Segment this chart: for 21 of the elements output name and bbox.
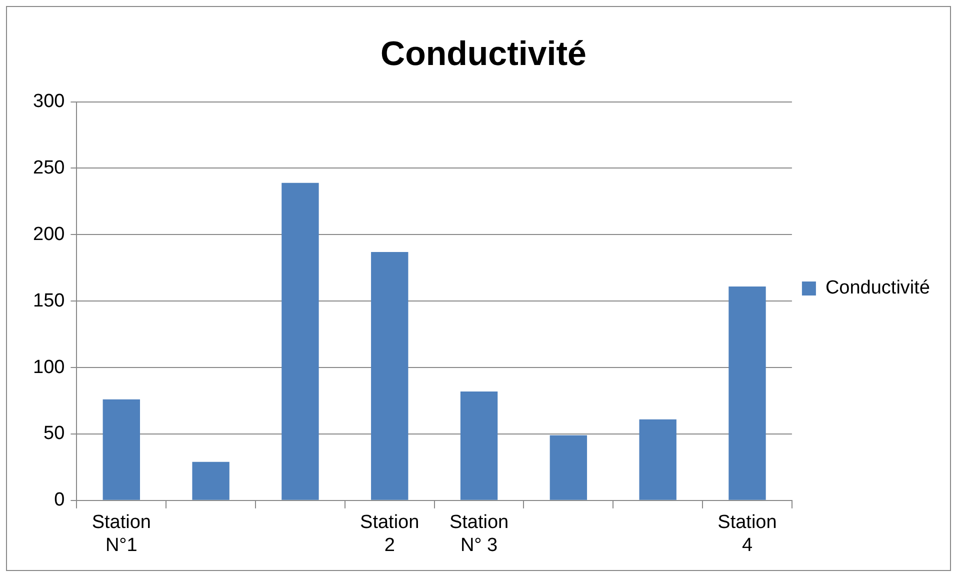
x-tick-label: Station 2 <box>360 512 420 556</box>
chart-title: Conductivité <box>380 34 586 73</box>
bar <box>639 419 676 500</box>
y-tick-label: 250 <box>33 157 65 178</box>
y-tick-label: 50 <box>44 423 65 444</box>
bar <box>282 182 319 500</box>
y-tick-label: 100 <box>33 356 65 378</box>
y-tick-label: 300 <box>33 91 65 112</box>
legend-label: Conductivité <box>825 278 930 299</box>
y-tick-label: 200 <box>33 224 65 245</box>
bar <box>192 462 230 500</box>
x-tick-label: Station N°1 <box>92 512 151 556</box>
bar <box>550 435 588 500</box>
bar <box>102 399 140 500</box>
x-tick-label: Station 4 <box>718 512 777 556</box>
y-tick-label: 150 <box>33 290 65 312</box>
x-tick-label: Station N° 3 <box>449 512 509 556</box>
bar <box>728 286 766 500</box>
y-tick-label: 0 <box>54 490 65 511</box>
bar <box>371 252 408 500</box>
bar <box>460 391 498 500</box>
